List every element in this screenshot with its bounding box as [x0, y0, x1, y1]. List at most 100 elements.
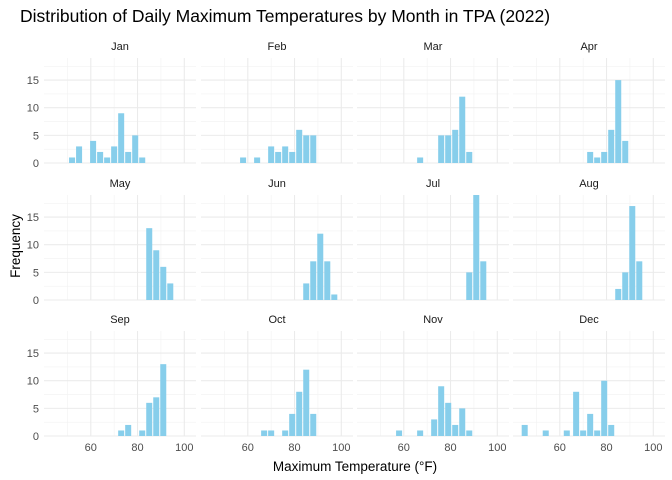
histogram-bar: [132, 135, 139, 163]
facet-label-oct: Oct: [268, 314, 285, 326]
histogram-bar: [445, 402, 452, 436]
histogram-bar: [601, 151, 608, 163]
x-tick-label: 80: [131, 442, 143, 454]
histogram-bar: [438, 135, 445, 163]
histogram-bar: [452, 424, 459, 436]
x-tick-label: 60: [398, 442, 410, 454]
histogram-bar: [139, 157, 146, 163]
histogram-bar: [125, 151, 132, 163]
histogram-bar: [160, 364, 167, 436]
x-tick-label: 60: [554, 442, 566, 454]
histogram-bar: [254, 157, 261, 163]
histogram-bar: [466, 272, 473, 300]
histogram-bar: [289, 413, 296, 436]
histogram-bar: [563, 430, 570, 436]
histogram-bar: [69, 157, 76, 163]
y-tick-label: 5: [33, 267, 39, 279]
histogram-bar: [466, 430, 473, 436]
histogram-bar: [146, 402, 153, 436]
histogram-bar: [580, 430, 587, 436]
y-tick-label: 5: [33, 130, 39, 142]
histogram-bar: [615, 288, 622, 300]
y-axis-title: Frequency: [8, 214, 23, 278]
histogram-bar: [282, 430, 289, 436]
histogram-bar: [587, 151, 594, 163]
facet-label-dec: Dec: [579, 314, 599, 326]
histogram-bar: [282, 146, 289, 163]
y-tick-label: 10: [27, 376, 39, 388]
y-tick-label: 15: [27, 348, 39, 360]
histogram-bar: [310, 261, 317, 300]
histogram-bar: [275, 151, 282, 163]
x-tick-label: 100: [644, 442, 662, 454]
histogram-bar: [521, 424, 528, 436]
y-tick-label: 5: [33, 403, 39, 415]
x-tick-label: 60: [242, 442, 254, 454]
histogram-bar: [431, 419, 438, 436]
histogram-bar: [303, 135, 310, 163]
y-tick-label: 10: [27, 103, 39, 115]
histogram-bar: [296, 391, 303, 436]
facet-label-jul: Jul: [426, 178, 440, 190]
histogram-bar: [111, 146, 118, 163]
histogram-bar: [146, 228, 153, 300]
histogram-bar: [594, 430, 601, 436]
x-tick-label: 80: [288, 442, 300, 454]
histogram-bar: [459, 408, 466, 436]
histogram-bar: [417, 157, 424, 163]
histogram-bar: [125, 424, 132, 436]
histogram-bar: [76, 146, 83, 163]
facet-label-jan: Jan: [111, 41, 129, 53]
histogram-bar: [153, 250, 160, 300]
histogram-bar: [542, 430, 549, 436]
histogram-bar: [240, 157, 247, 163]
histogram-bar: [480, 261, 487, 300]
facet-label-nov: Nov: [423, 314, 443, 326]
histogram-bar: [139, 430, 146, 436]
histogram-bar: [268, 430, 275, 436]
histogram-bar: [153, 397, 160, 436]
histogram-bar: [296, 129, 303, 163]
histogram-bar: [622, 272, 629, 300]
histogram-bar: [317, 233, 324, 300]
chart-title: Distribution of Daily Maximum Temperatur…: [20, 6, 551, 26]
histogram-bar: [396, 430, 403, 436]
histogram-bar: [452, 129, 459, 163]
facet-label-apr: Apr: [580, 41, 597, 53]
histogram-bar: [445, 135, 452, 163]
facet-label-sep: Sep: [110, 314, 130, 326]
histogram-bar: [622, 140, 629, 163]
histogram-bar: [608, 424, 615, 436]
histogram-bar: [160, 266, 167, 300]
histogram-bar: [324, 261, 331, 300]
histogram-bar: [167, 283, 174, 300]
facet-label-mar: Mar: [424, 41, 443, 53]
histogram-bar: [587, 413, 594, 436]
histogram-bar: [303, 369, 310, 436]
y-tick-label: 0: [33, 431, 39, 443]
histogram-bar: [629, 206, 636, 300]
histogram-bar: [118, 113, 125, 163]
histogram-bar: [268, 146, 275, 163]
facet-label-aug: Aug: [579, 178, 599, 190]
histogram-bar: [615, 80, 622, 163]
x-tick-label: 60: [85, 442, 97, 454]
histogram-bar: [636, 261, 643, 300]
facet-label-may: May: [110, 178, 131, 190]
facet-label-jun: Jun: [268, 178, 286, 190]
y-tick-label: 10: [27, 240, 39, 252]
histogram-bar: [466, 151, 473, 163]
histogram-bar: [310, 413, 317, 436]
histogram-bar: [473, 195, 480, 300]
facet-label-feb: Feb: [268, 41, 287, 53]
histogram-bar: [601, 380, 608, 436]
histogram-bar: [303, 283, 310, 300]
y-tick-label: 15: [27, 75, 39, 87]
y-tick-label: 0: [33, 158, 39, 170]
histogram-bar: [417, 430, 424, 436]
histogram-bar: [573, 391, 580, 436]
histogram-bar: [97, 151, 104, 163]
x-tick-label: 100: [332, 442, 350, 454]
